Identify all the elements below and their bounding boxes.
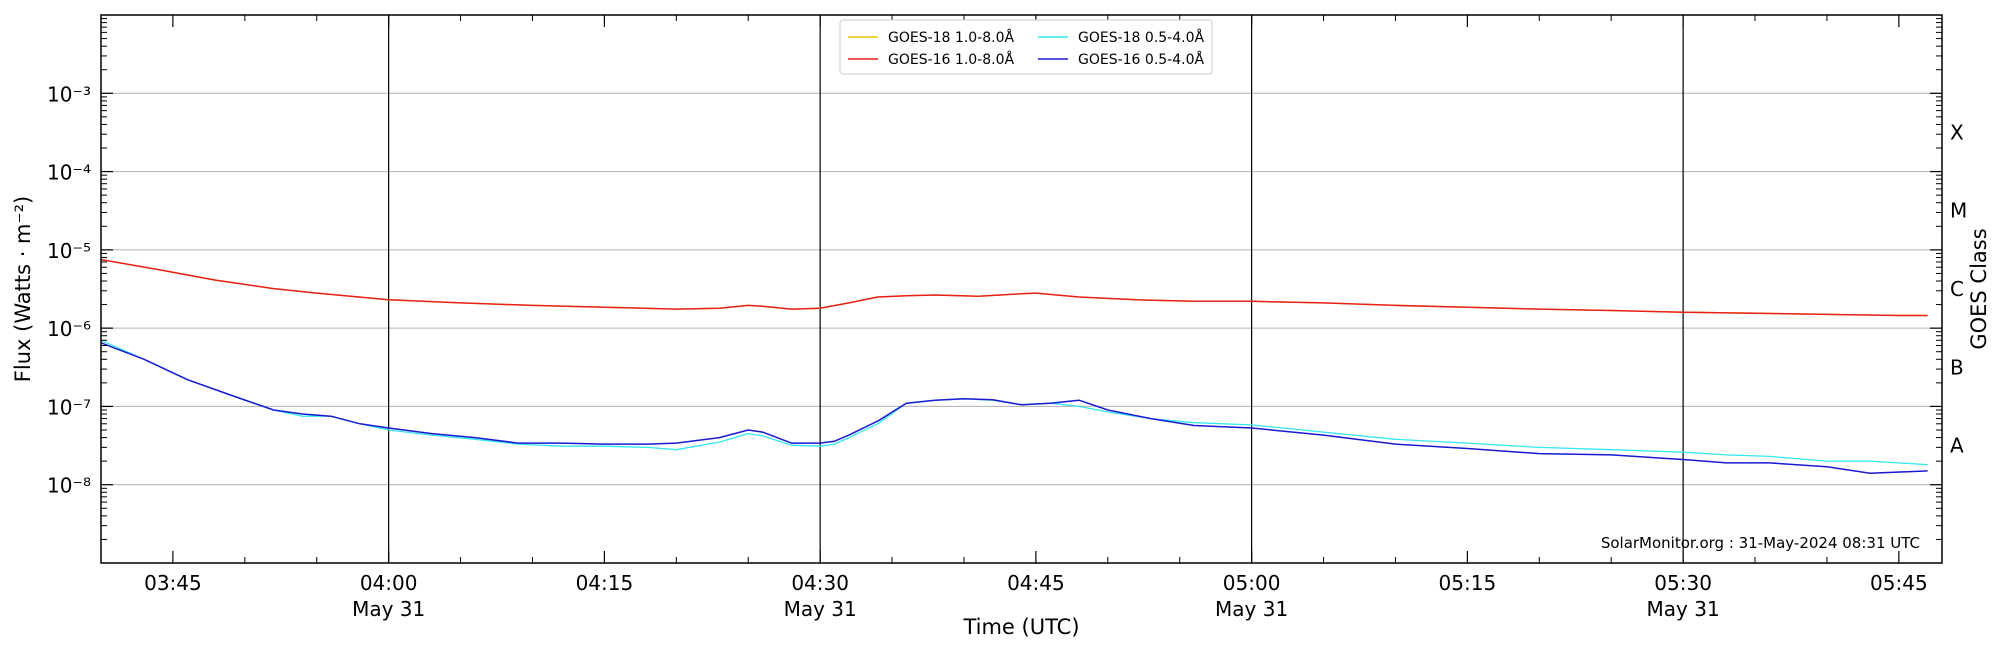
- y-tick-label: 10⁻⁵: [47, 239, 91, 263]
- x-tick-label: 05:15: [1439, 571, 1497, 595]
- x-tick-date-label: May 31: [352, 597, 425, 621]
- legend: GOES-18 1.0-8.0Å GOES-16 1.0-8.0Å GOES-18 …: [839, 19, 1213, 75]
- series-line-2: [100, 258, 1928, 317]
- goes-class-label: A: [1950, 434, 1964, 458]
- x-tick-label: 03:45: [144, 571, 202, 595]
- y-tick-label: 10⁻⁶: [47, 317, 91, 341]
- legend-label: GOES-16 1.0-8.0Å: [888, 51, 1014, 68]
- legend-box: [839, 19, 1213, 75]
- flux-series: [100, 258, 1928, 475]
- x-tick-label: 04:00: [360, 571, 418, 595]
- series-line-0: [100, 258, 1928, 317]
- y-tick-label: 10⁻⁸: [47, 474, 91, 498]
- right-axis-title: GOES Class: [1967, 228, 1991, 349]
- x-tick-label: 05:00: [1223, 571, 1281, 595]
- goes-class-label: M: [1950, 199, 1967, 223]
- x-tick-date-label: May 31: [1215, 597, 1288, 621]
- series-line-1: [100, 339, 1928, 466]
- x-tick-date-label: May 31: [1647, 597, 1720, 621]
- gridlines: [101, 92, 1942, 486]
- credit-text: SolarMonitor.org : 31-May-2024 08:31 UTC: [1601, 534, 1920, 552]
- legend-label: GOES-18 1.0-8.0Å: [888, 29, 1014, 46]
- x-axis-title: Time (UTC): [962, 615, 1079, 639]
- goes-class-label: B: [1950, 355, 1964, 379]
- x-tick-date-label: May 31: [784, 597, 857, 621]
- y-axis-title: Flux (Watts · m⁻²): [11, 196, 35, 382]
- y-tick-label: 10⁻⁴: [47, 161, 91, 185]
- x-tick-label: 04:45: [1007, 571, 1065, 595]
- x-tick-label: 05:45: [1870, 571, 1928, 595]
- plot-frame: [100, 14, 1943, 564]
- y-tick-label: 10⁻⁷: [47, 395, 91, 419]
- goes-class-label: X: [1950, 120, 1964, 144]
- x-tick-label: 05:30: [1654, 571, 1712, 595]
- legend-label: GOES-18 0.5-4.0Å: [1078, 29, 1204, 46]
- x-tick-label: 04:15: [576, 571, 634, 595]
- goes-class-label: C: [1950, 277, 1964, 301]
- goes-class-labels: X M C B A: [1950, 120, 1967, 457]
- x-tick-label: 04:30: [791, 571, 849, 595]
- y-axis-ticks: 10⁻³ 10⁻⁴ 10⁻⁵ 10⁻⁶ 10⁻⁷ 10⁻⁸: [47, 18, 1942, 540]
- legend-label: GOES-16 0.5-4.0Å: [1078, 51, 1204, 68]
- day-marker-lines: [388, 15, 1684, 563]
- y-tick-label: 10⁻³: [47, 82, 91, 106]
- series-line-3: [100, 342, 1928, 475]
